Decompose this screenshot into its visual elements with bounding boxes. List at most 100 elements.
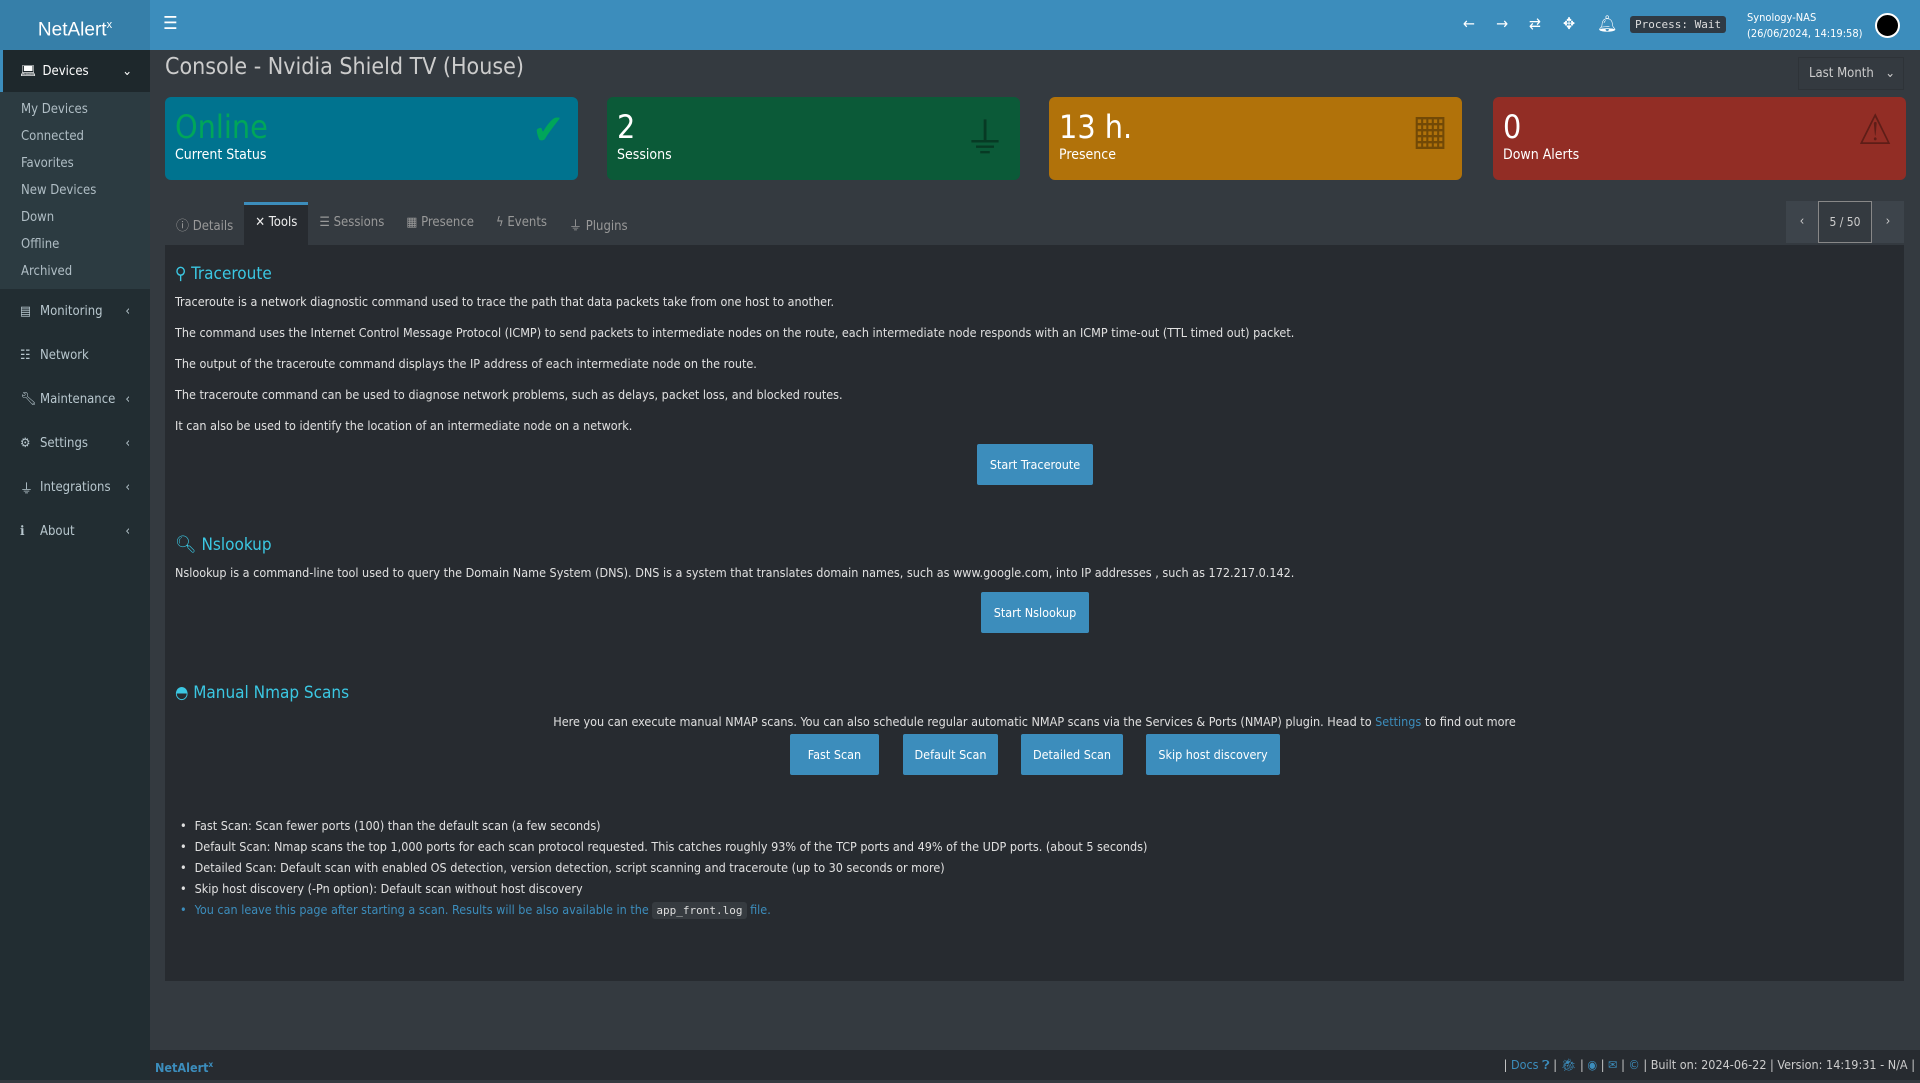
- chevron-left-icon: ‹: [125, 303, 130, 319]
- card-value: Online: [175, 108, 268, 146]
- github-icon[interactable]: ◉: [1587, 1057, 1598, 1072]
- status-card[interactable]: Online Current Status ✔: [165, 97, 578, 180]
- tab-events[interactable]: ϟ Events: [485, 202, 558, 245]
- chevron-down-icon: ⌄: [122, 63, 132, 79]
- tab-plugins[interactable]: ⏚ Plugins: [558, 202, 639, 245]
- list-item: You can leave this page after starting a…: [180, 902, 771, 919]
- default-scan-button[interactable]: Default Scan: [903, 734, 998, 775]
- tools-panel: ⚲ Traceroute Traceroute is a network dia…: [165, 245, 1904, 981]
- footer-info: | Docs ❓︎ | 🐞︎ | ◉ | ✉ | © | Built on: 2…: [1503, 1057, 1915, 1072]
- sidebar-item-label: Network: [40, 347, 89, 363]
- intro-end-text: to find out more: [1424, 714, 1516, 729]
- chevron-left-icon: ‹: [125, 391, 130, 407]
- fast-scan-button[interactable]: Fast Scan: [790, 734, 879, 775]
- card-value: 2: [617, 108, 636, 146]
- process-status: Process: Wait: [1630, 16, 1727, 33]
- traceroute-text: Traceroute is a network diagnostic comma…: [175, 294, 835, 309]
- forward-arrow-icon[interactable]: →: [1496, 14, 1509, 33]
- route-icon: ⚲: [175, 264, 192, 284]
- start-traceroute-button[interactable]: Start Traceroute: [977, 444, 1093, 485]
- down-alerts-card[interactable]: 0 Down Alerts ⚠: [1493, 97, 1906, 180]
- tab-details[interactable]: ⓘ Details: [165, 202, 244, 245]
- devices-submenu: My Devices Connected Favorites New Devic…: [0, 92, 150, 289]
- menu-toggle-icon[interactable]: ☰: [163, 13, 178, 34]
- info-icon: ℹ: [20, 523, 25, 539]
- build-info: | Built on: 2024-06-22 | Version: 14:19:…: [1643, 1057, 1915, 1072]
- sidebar-item-settings[interactable]: ⚙ Settings ‹: [0, 421, 150, 465]
- sidebar-item-label: Monitoring: [40, 303, 103, 319]
- submenu-archived[interactable]: Archived: [21, 264, 73, 279]
- sidebar-item-label: Devices: [42, 63, 89, 79]
- gear-icon: ⚙: [20, 435, 31, 451]
- sidebar-item-monitoring[interactable]: ▤ Monitoring ‹: [0, 289, 150, 333]
- sidebar-item-integrations[interactable]: ⏚ Integrations ‹: [0, 465, 150, 509]
- nmap-heading: ◓ Manual Nmap Scans: [175, 683, 349, 703]
- prev-device-button[interactable]: ‹: [1786, 201, 1818, 243]
- submenu-offline[interactable]: Offline: [21, 237, 60, 252]
- bug-icon[interactable]: 🐞︎: [1560, 1057, 1577, 1072]
- host-datetime: (26/06/2024, 14:19:58): [1747, 27, 1863, 40]
- footer-brand-text: NetAlert: [155, 1060, 209, 1076]
- logo-text: NetAlert: [37, 19, 107, 41]
- submenu-my-devices[interactable]: My Devices: [21, 102, 88, 117]
- nslookup-text: Nslookup is a command-line tool used to …: [175, 565, 1295, 580]
- submenu-connected[interactable]: Connected: [21, 129, 84, 144]
- sidebar-item-label: Maintenance: [40, 391, 116, 407]
- settings-link[interactable]: Settings: [1375, 714, 1422, 729]
- top-navbar: NetAlertx ☰ ← → ⇄ ✥ 🔔︎ Process: Wait Syn…: [0, 0, 1920, 50]
- chevron-left-icon: ‹: [125, 479, 130, 495]
- sidebar-item-devices[interactable]: 💻︎ Devices ⌄: [0, 50, 150, 92]
- help-icon[interactable]: ❓︎: [1542, 1057, 1550, 1072]
- chart-icon: ▤: [20, 303, 32, 319]
- traceroute-heading: ⚲ Traceroute: [175, 264, 272, 284]
- sidebar-item-label: Settings: [40, 435, 88, 451]
- heading-text: Traceroute: [191, 264, 272, 284]
- logo[interactable]: NetAlertx: [0, 0, 150, 50]
- submenu-down[interactable]: Down: [21, 210, 55, 225]
- docs-link[interactable]: Docs: [1510, 1057, 1539, 1072]
- nslookup-heading: 🔍︎ Nslookup: [175, 535, 272, 555]
- list-ol-icon: ☰: [319, 215, 334, 230]
- check-icon: ✔: [532, 105, 564, 154]
- submenu-new-devices[interactable]: New Devices: [21, 183, 97, 198]
- host-info: Synology-NAS (26/06/2024, 14:19:58): [1747, 10, 1862, 42]
- calendar-icon: ▦: [406, 215, 422, 230]
- list-item: Skip host discovery (-Pn option): Defaul…: [180, 881, 583, 896]
- submenu-favorites[interactable]: Favorites: [21, 156, 74, 171]
- start-nslookup-button[interactable]: Start Nslookup: [981, 592, 1089, 633]
- sidebar-item-about[interactable]: ℹ About ‹: [0, 509, 150, 553]
- period-select[interactable]: Last Month ⌄: [1798, 57, 1904, 90]
- refresh-icon[interactable]: ⇄: [1529, 14, 1542, 33]
- device-pager: ‹ 5 / 50 ›: [1786, 201, 1904, 243]
- traceroute-text: It can also be used to identify the loca…: [175, 418, 633, 433]
- envelope-icon[interactable]: ✉: [1608, 1057, 1618, 1072]
- sidebar-item-maintenance[interactable]: 🔧︎ Maintenance ‹: [0, 377, 150, 421]
- move-arrows-icon[interactable]: ✥: [1563, 14, 1576, 33]
- plug-icon: ⏚: [963, 114, 1006, 163]
- bell-icon[interactable]: 🔔︎: [1597, 14, 1618, 33]
- tab-sessions[interactable]: ☰ Sessions: [308, 202, 395, 245]
- search-icon: 🔍︎: [175, 535, 202, 555]
- presence-card[interactable]: 13 h. Presence ▦: [1049, 97, 1462, 180]
- calendar-icon: ▦: [1412, 105, 1448, 154]
- copyright-icon[interactable]: ©: [1628, 1057, 1640, 1072]
- traceroute-text: The output of the traceroute command dis…: [175, 356, 757, 371]
- back-arrow-icon[interactable]: ←: [1463, 14, 1476, 33]
- avatar[interactable]: [1875, 13, 1900, 38]
- tab-label: Details: [192, 219, 234, 234]
- plug-icon: ⏚: [20, 481, 34, 497]
- next-device-button[interactable]: ›: [1872, 201, 1904, 243]
- tab-tools[interactable]: ✕ Tools: [244, 202, 309, 245]
- tab-label: Tools: [268, 215, 298, 230]
- detailed-scan-button[interactable]: Detailed Scan: [1021, 734, 1123, 775]
- sessions-card[interactable]: 2 Sessions ⏚: [607, 97, 1020, 180]
- card-label: Down Alerts: [1503, 147, 1580, 163]
- chevron-left-icon: ‹: [125, 435, 130, 451]
- traceroute-text: The command uses the Internet Control Me…: [175, 325, 1295, 340]
- list-item: Default Scan: Nmap scans the top 1,000 p…: [180, 839, 1148, 854]
- warning-icon: ⚠: [1858, 105, 1892, 154]
- sidebar-item-network[interactable]: ☷ Network: [0, 333, 150, 377]
- tab-label: Plugins: [585, 219, 628, 234]
- skip-host-discovery-button[interactable]: Skip host discovery: [1146, 734, 1280, 775]
- tab-presence[interactable]: ▦ Presence: [395, 202, 485, 245]
